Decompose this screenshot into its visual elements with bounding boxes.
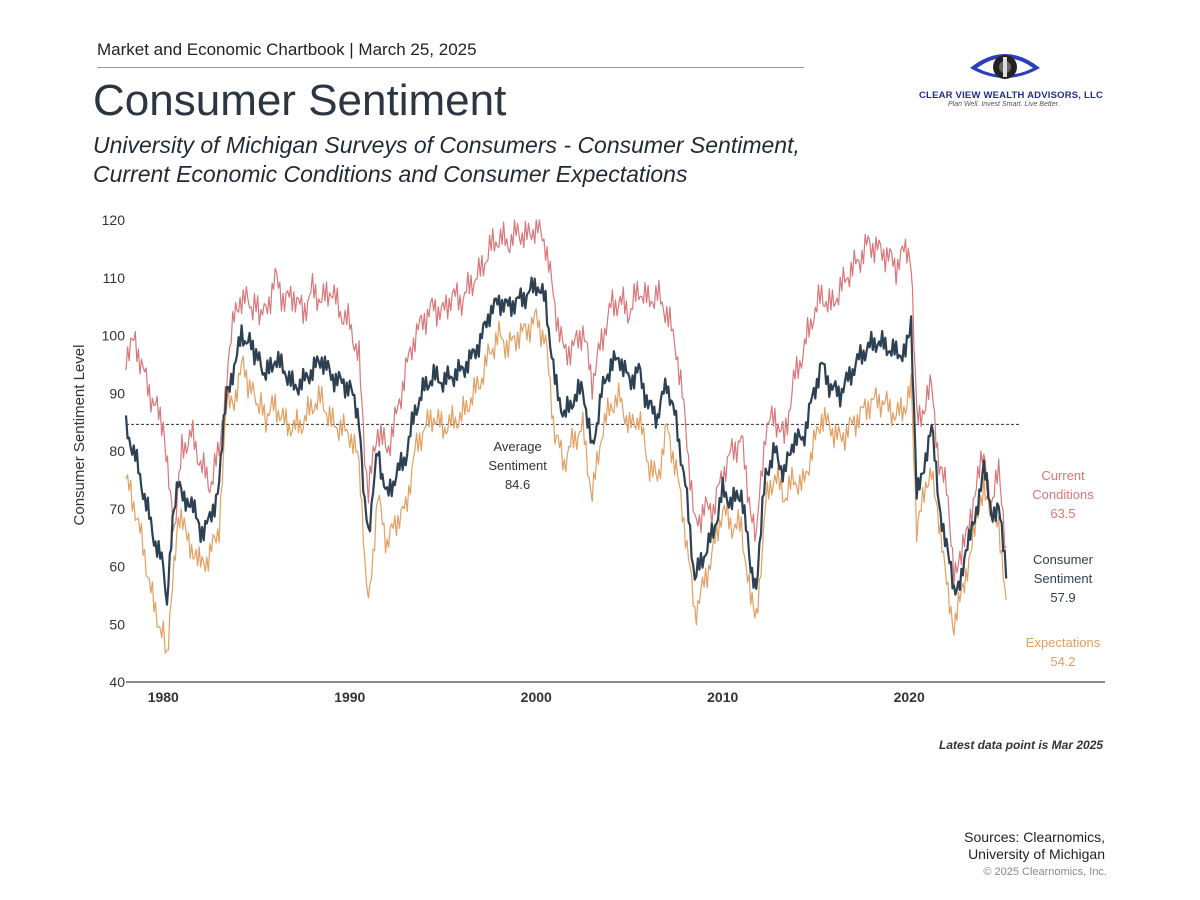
y-tick-label: 110: [103, 270, 126, 286]
series-group: [124, 219, 1008, 654]
y-tick-label: 50: [109, 616, 125, 632]
y-tick-label: 100: [102, 328, 126, 344]
header-divider: [97, 67, 804, 68]
y-tick-label: 60: [109, 559, 125, 575]
subtitle-line-2: Current Economic Conditions and Consumer…: [93, 161, 688, 187]
page-title: Consumer Sentiment: [93, 76, 507, 125]
y-axis-label: Consumer Sentiment Level: [71, 345, 88, 526]
average-label-line-1: Average: [494, 439, 542, 454]
average-value-label: 84.6: [505, 477, 530, 492]
copyright: © 2025 Clearnomics, Inc.: [983, 866, 1107, 878]
x-tick-label: 2000: [521, 689, 552, 705]
series-end-label: 63.5: [1050, 506, 1075, 521]
latest-data-note: Latest data point is Mar 2025: [939, 738, 1104, 752]
series-line-expectations: [125, 308, 1007, 654]
y-tick-label: 120: [102, 212, 126, 228]
series-end-label: Expectations: [1026, 635, 1101, 650]
x-tick-label: 1980: [148, 689, 179, 705]
series-end-label: 54.2: [1050, 654, 1075, 669]
chart-subtitle: University of Michigan Surveys of Consum…: [93, 131, 800, 189]
y-axis: 40 50 60 70 80 90 100 110 120 Consumer Sentiment …: [71, 212, 125, 690]
y-tick-label: 40: [109, 674, 125, 690]
series-end-label: Current: [1041, 468, 1085, 483]
x-tick-label: 2020: [894, 689, 925, 705]
y-tick-label: 80: [109, 443, 125, 459]
series-line-current-conditions: [125, 219, 1007, 586]
subtitle-line-1: University of Michigan Surveys of Consum…: [93, 132, 800, 158]
eye-logo-icon: [970, 54, 1040, 79]
series-end-label: 57.9: [1050, 590, 1075, 605]
series-end-label: Consumer: [1033, 552, 1094, 567]
series-line-consumer-sentiment: [124, 276, 1008, 606]
average-line-group: Average Sentiment 84.6: [126, 423, 1020, 492]
series-end-label: Conditions: [1032, 487, 1094, 502]
chartbook-header: Market and Economic Chartbook | March 25…: [97, 40, 477, 59]
y-tick-label: 70: [109, 501, 125, 517]
sources-line-2: University of Michigan: [968, 846, 1105, 862]
average-label-line-2: Sentiment: [488, 458, 547, 473]
logo-tagline: Plan Well. Invest Smart. Live Better.: [948, 101, 1060, 108]
y-tick-label: 90: [109, 385, 125, 401]
sources-line-1: Sources: Clearnomics,: [964, 829, 1105, 845]
series-end-label: Sentiment: [1034, 571, 1093, 586]
sources: Sources: Clearnomics, University of Mich…: [964, 829, 1105, 863]
logo-company-name: CLEAR VIEW WEALTH ADVISORS, LLC: [919, 90, 1104, 101]
x-axis: 1980 1990 2000 2010 2020: [126, 681, 1105, 705]
x-tick-label: 2010: [707, 689, 738, 705]
x-tick-label: 1990: [334, 689, 365, 705]
series-labels: Current Conditions 63.5 Consumer Sentiment 57…: [1026, 468, 1101, 669]
